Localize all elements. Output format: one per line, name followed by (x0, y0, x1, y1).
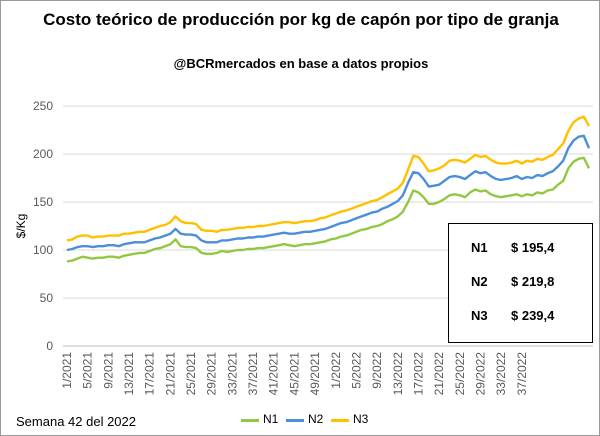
chart-subtitle: @BCRmercados en base a datos propios (173, 56, 429, 71)
x-tick-label: 17/2021 (143, 352, 157, 396)
value-row-value: $ 239,4 (511, 308, 555, 323)
x-tick-label: 25/2022 (453, 352, 467, 396)
series-line-n2 (66, 134, 591, 252)
legend-label: N1 (263, 412, 279, 426)
x-tick-label: 29/2022 (473, 352, 487, 396)
x-tick-label: 49/2021 (308, 352, 322, 396)
y-tick-label: 200 (33, 147, 53, 161)
y-tick-label: 100 (33, 243, 53, 257)
x-tick-label: 5/2021 (81, 352, 95, 389)
value-row-value: $ 219,8 (511, 274, 555, 289)
x-tick-label: 29/2021 (205, 352, 219, 396)
x-tick-label: 45/2021 (287, 352, 301, 396)
y-tick-label: 0 (46, 339, 53, 353)
y-tick-label: 150 (33, 195, 53, 209)
x-tick-label: 21/2022 (432, 352, 446, 396)
week-note: Semana 42 del 2022 (16, 414, 136, 429)
legend-label: N3 (353, 412, 369, 426)
value-row-label: N2 (471, 274, 488, 289)
x-tick-label: 33/2021 (225, 352, 239, 396)
x-tick-label: 25/2021 (184, 352, 198, 396)
value-row-n3: N3 $ 239,4 (449, 308, 592, 328)
y-axis-title: $/Kg (14, 214, 28, 239)
series-line-n3 (66, 115, 591, 242)
value-row-label: N1 (471, 240, 488, 255)
chart-title: Costo teórico de producción por kg de ca… (43, 10, 559, 29)
series-line-n1 (66, 156, 591, 263)
x-tick-label: 37/2022 (515, 352, 529, 396)
x-tick-label: 9/2021 (101, 352, 115, 389)
x-tick-label: 1/2021 (60, 352, 74, 389)
legend-swatch (286, 419, 304, 422)
legend-swatch (331, 419, 349, 422)
x-tick-label: 37/2021 (246, 352, 260, 396)
x-tick-label: 13/2021 (122, 352, 136, 396)
legend-swatch (241, 419, 259, 422)
x-tick-label: 21/2021 (163, 352, 177, 396)
x-tick-label: 33/2022 (494, 352, 508, 396)
x-tick-label: 5/2022 (349, 352, 363, 389)
x-tick-label: 1/2022 (329, 352, 343, 389)
value-row-label: N3 (471, 308, 488, 323)
value-row-n2: N2 $ 219,8 (449, 274, 592, 294)
x-tick-label: 17/2022 (411, 352, 425, 396)
latest-values-box: N1 $ 195,4 N2 $ 219,8 N3 $ 239,4 (448, 223, 593, 343)
y-tick-label: 250 (33, 99, 53, 113)
value-row-n1: N1 $ 195,4 (449, 240, 592, 260)
x-tick-label: 9/2022 (370, 352, 384, 389)
x-tick-label: 41/2021 (267, 352, 281, 396)
x-tick-label: 13/2022 (391, 352, 405, 396)
legend-label: N2 (308, 412, 324, 426)
value-row-value: $ 195,4 (511, 240, 555, 255)
y-tick-label: 50 (40, 291, 54, 305)
